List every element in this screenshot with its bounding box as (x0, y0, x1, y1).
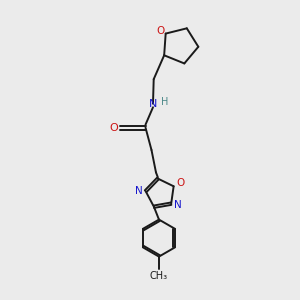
Text: H: H (160, 97, 168, 107)
Text: CH₃: CH₃ (150, 271, 168, 281)
Text: O: O (109, 123, 118, 133)
Text: N: N (135, 186, 143, 196)
Text: O: O (156, 26, 164, 36)
Text: O: O (176, 178, 184, 188)
Text: N: N (174, 200, 182, 210)
Text: N: N (149, 99, 157, 109)
